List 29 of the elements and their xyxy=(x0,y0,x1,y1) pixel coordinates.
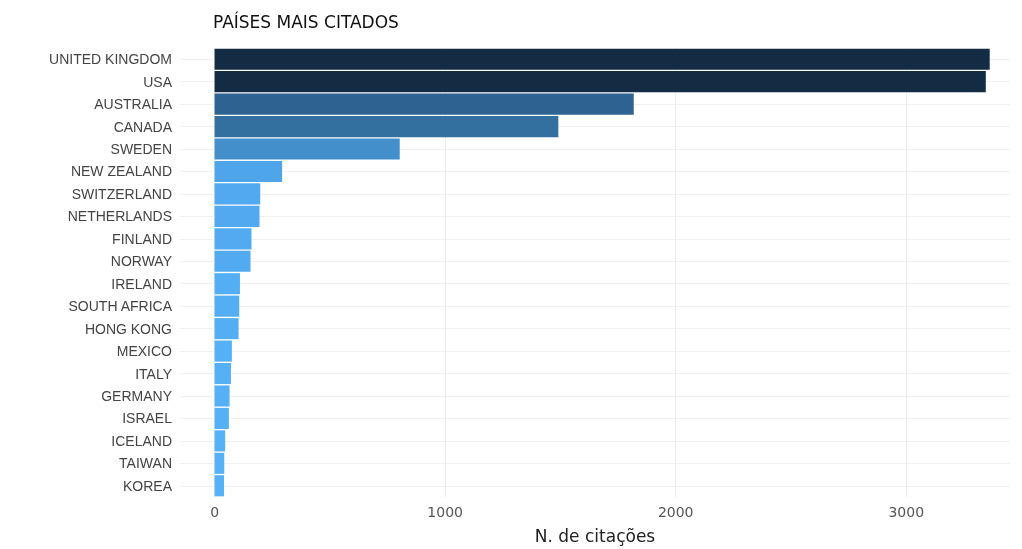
x-tick-label: 1000 xyxy=(427,504,463,520)
y-tick-label: NEW ZEALAND xyxy=(70,163,172,180)
y-tick-label: ISRAEL xyxy=(122,410,173,427)
y-tick-label: FINLAND xyxy=(112,230,172,247)
y-tick-label: AUSTRALIA xyxy=(94,96,173,113)
y-tick-label: SOUTH AFRICA xyxy=(68,298,173,315)
y-tick-label: MEXICO xyxy=(116,343,173,360)
y-tick-label: HONG KONG xyxy=(84,320,172,337)
x-axis-title: N. de citações xyxy=(534,525,656,546)
y-tick-label: CANADA xyxy=(113,118,173,135)
y-tick-label: USA xyxy=(143,73,173,90)
y-tick-label: KOREA xyxy=(122,477,173,494)
bar xyxy=(214,116,559,138)
bar xyxy=(214,93,634,115)
bar xyxy=(214,138,400,160)
y-tick-label: TAIWAN xyxy=(119,455,172,472)
x-tick-label: 3000 xyxy=(888,504,925,520)
x-tick-label: 2000 xyxy=(657,504,694,520)
y-tick-label: NORWAY xyxy=(110,253,173,270)
y-tick-label: UNITED KINGDOM xyxy=(49,51,172,68)
y-tick-label: SWEDEN xyxy=(110,141,172,158)
y-tick-label: SWITZERLAND xyxy=(71,185,172,202)
y-tick-label: IRELAND xyxy=(111,275,172,292)
y-tick-label: GERMANY xyxy=(101,387,173,404)
x-tick-label: 0 xyxy=(210,504,220,520)
chart-title: PAÍSES MAIS CITADOS xyxy=(213,10,399,32)
y-tick-label: ITALY xyxy=(135,365,173,382)
y-tick-label: NETHERLANDS xyxy=(67,208,172,225)
y-tick-label: ICELAND xyxy=(111,432,172,449)
